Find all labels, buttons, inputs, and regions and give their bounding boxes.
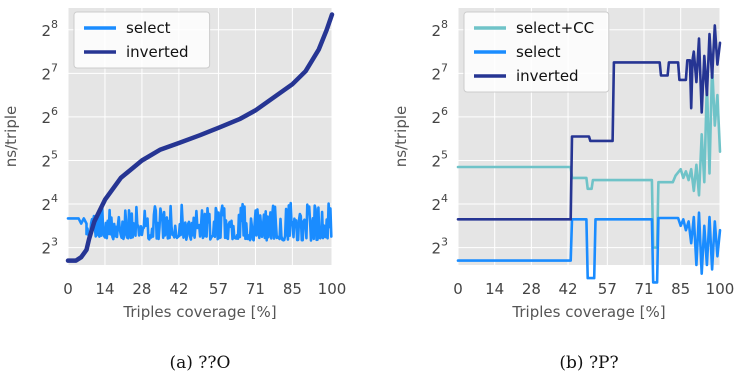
panel-a-x-tick-label: 57 (209, 280, 228, 298)
panel-b-x-axis-label: Triples coverage [%] (511, 303, 665, 321)
panel-a-legend-box (73, 11, 211, 69)
panel-b-y-tick-label: 25 (431, 148, 448, 170)
panel-a-x-tick-label: 28 (132, 280, 151, 298)
panel-b-legend-box (463, 11, 610, 93)
panel-b-legend-label: select (516, 43, 561, 61)
panel-b-legend-label: select+CC (516, 19, 594, 37)
panel-a-legend-label: inverted (126, 43, 189, 61)
panel-a-y-axis-label: ns/triple (2, 106, 20, 168)
panel-a-series-group (65, 12, 335, 263)
panel-b-x-tick-label: 0 (453, 280, 463, 298)
panel-b-series-inverted (456, 24, 722, 221)
panel-a-y-tick-label: 23 (41, 236, 58, 258)
panel-b-series-group (456, 24, 722, 284)
panel-b-series-select-cc (456, 63, 722, 249)
panel-b-x-tick-label: 14 (485, 280, 504, 298)
panel-b-x-tick-label: 85 (671, 280, 690, 298)
panel-a-y-tick-label: 28 (41, 18, 58, 40)
panel-a-x-tick-label: 71 (246, 280, 265, 298)
panel-b-x-tick-label: 100 (706, 280, 735, 298)
panel-a-x-tick-label: 85 (283, 280, 302, 298)
panel-a: 0 14 28 42 57 71 85 100 23 24 25 26 27 28 Triples cove… (2, 8, 346, 373)
panel-b-x-tick-label: 42 (558, 280, 577, 298)
panel-a-x-tick-label: 100 (318, 280, 347, 298)
panel-b-y-tick-label: 23 (431, 236, 448, 258)
panel-a-y-tick-label: 27 (41, 61, 58, 83)
panel-a-x-axis-label: Triples coverage [%] (122, 303, 276, 321)
panel-b-legend: select+CC select inverted (463, 11, 610, 93)
panel-a-series-select (66, 201, 333, 242)
panel-a-x-tick-label: 0 (63, 280, 73, 298)
panel-a-series-inverted (65, 12, 335, 263)
panel-b-series-select (456, 211, 722, 284)
panel-a-y-tick-label: 24 (41, 192, 58, 214)
panel-a-x-tick-label: 14 (95, 280, 114, 298)
panel-b-x-tick-label: 71 (634, 280, 653, 298)
panel-b-y-axis-label: ns/triple (392, 106, 410, 168)
panel-b-caption: (b) ?P? (559, 353, 618, 373)
panel-a-x-tick-label: 42 (169, 280, 188, 298)
panel-a-caption: (a) ??O (170, 353, 231, 373)
panel-b-y-tick-label: 28 (431, 18, 448, 40)
panel-b-y-tick-label: 27 (431, 61, 448, 83)
panel-a-legend-label: select (126, 19, 171, 37)
panel-b-y-tick-label: 24 (431, 192, 448, 214)
panel-b-x-tick-label: 28 (522, 280, 541, 298)
panel-a-y-tick-label: 25 (41, 148, 58, 170)
panel-b: 0 14 28 42 57 71 85 100 23 24 25 26 27 28 Triples cove… (392, 8, 734, 373)
panel-a-legend: select inverted (73, 11, 211, 69)
panel-b-legend-label: inverted (516, 67, 579, 85)
panel-a-y-tick-label: 26 (41, 105, 58, 127)
panel-b-x-tick-label: 57 (598, 280, 617, 298)
panel-b-y-tick-label: 26 (431, 105, 448, 127)
